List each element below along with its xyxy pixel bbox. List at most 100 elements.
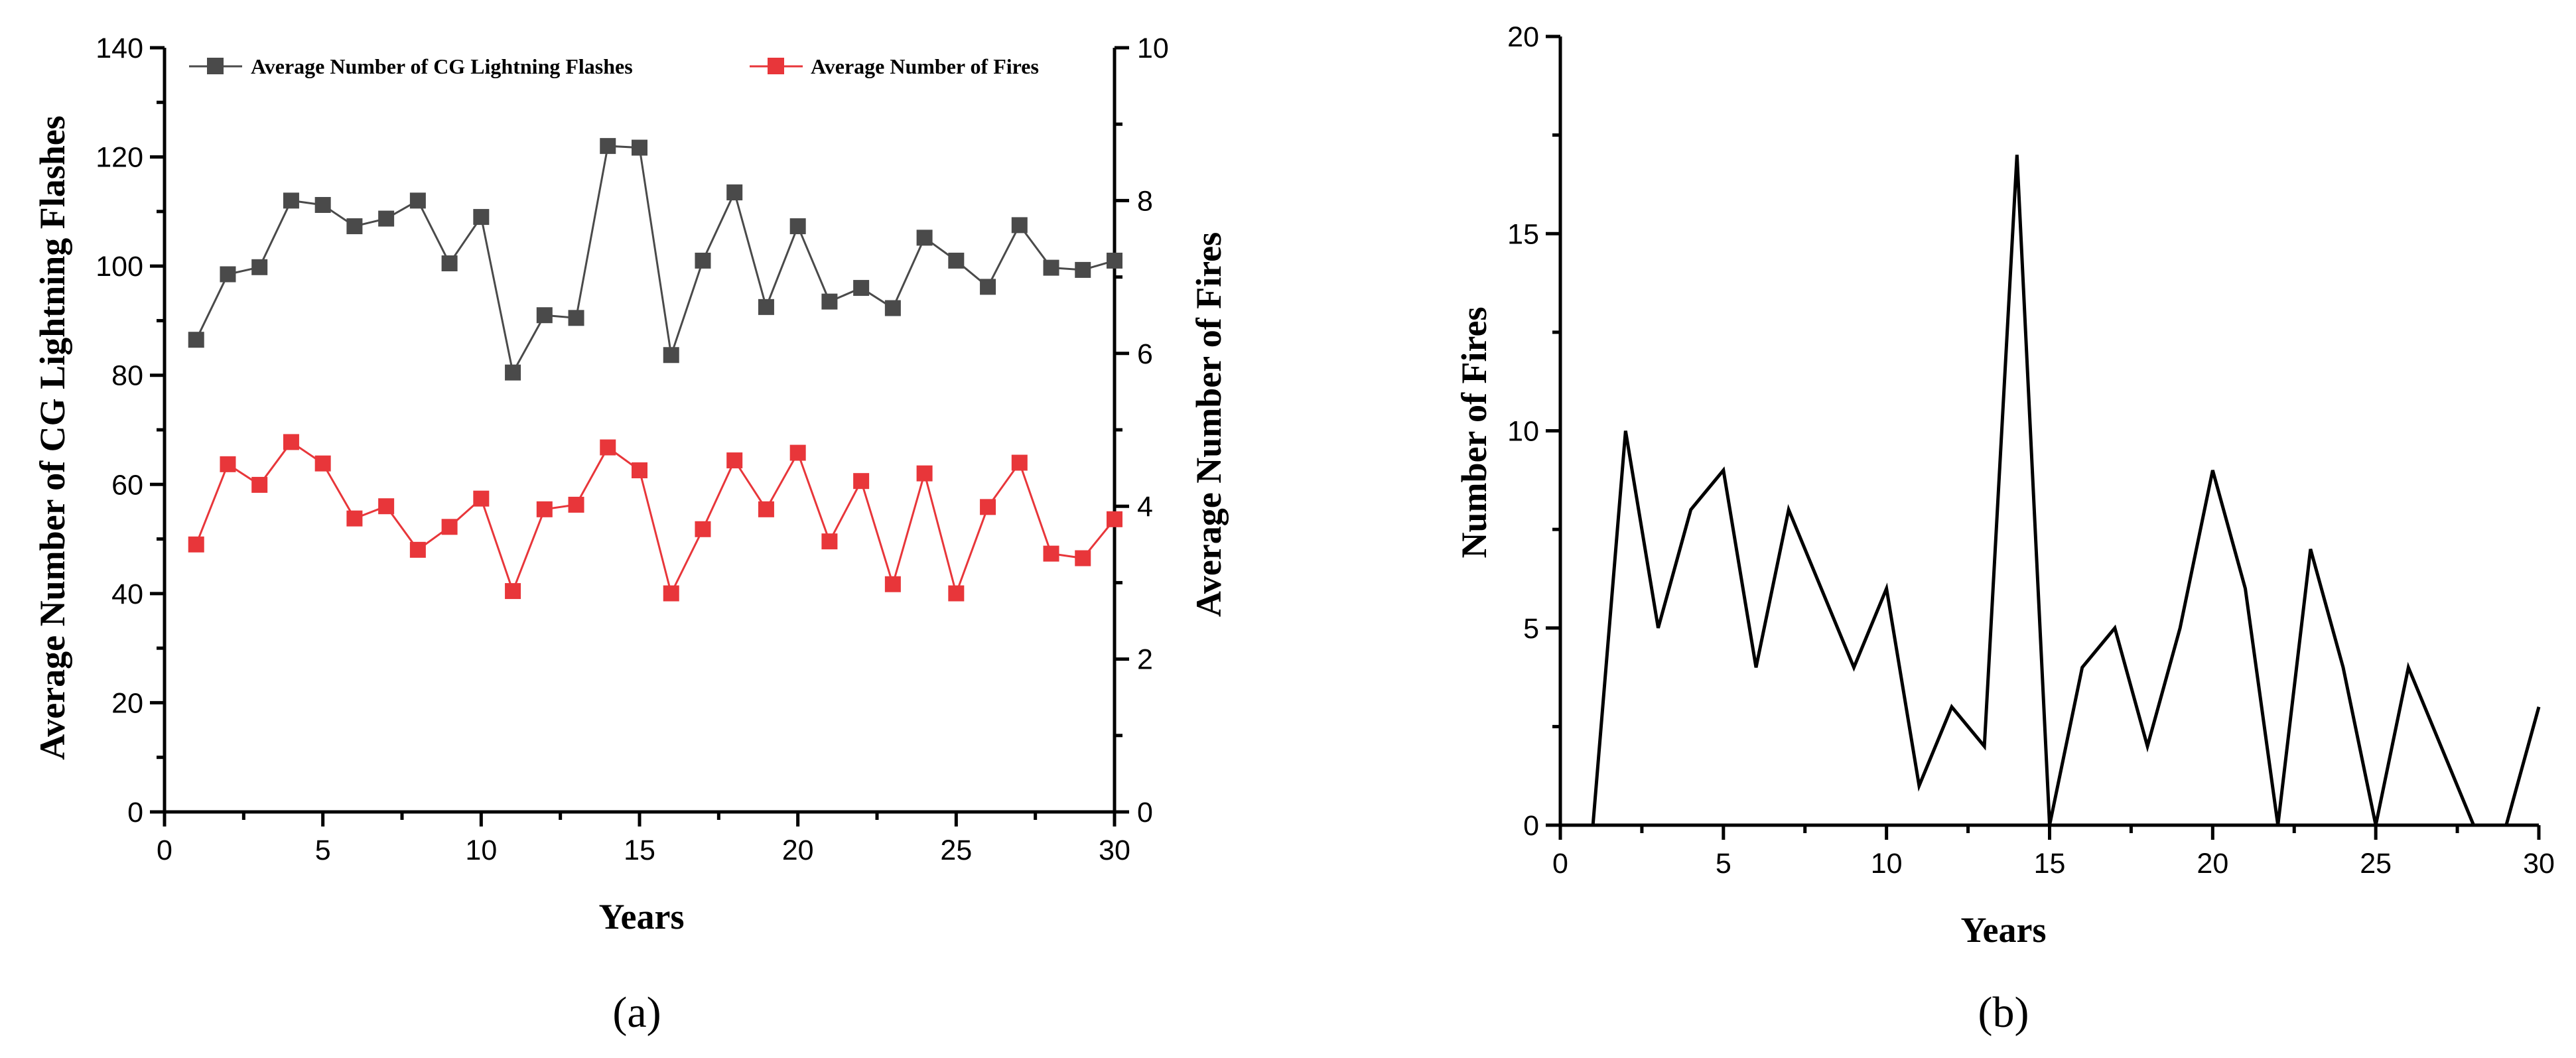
- chart-a-x-tick-label: 20: [782, 834, 814, 866]
- chart-a-left-tick-label: 20: [111, 687, 143, 719]
- data-point-flashes: [283, 192, 299, 209]
- data-point-flashes: [505, 364, 521, 381]
- data-point-flashes: [1043, 259, 1059, 276]
- data-point-fires: [188, 536, 204, 553]
- data-point-flashes: [220, 266, 236, 283]
- chart-a-right-tick-label: 2: [1137, 644, 1153, 676]
- chart-a-markers: [188, 138, 1122, 602]
- chart-b-y-axis-label: Number of Fires: [1454, 307, 1494, 559]
- chart-a-right-tick-label: 6: [1137, 338, 1153, 370]
- data-point-fires: [632, 462, 647, 479]
- chart-b-tick-labels: 0 5 10 15 20 25 30 0 5 10 15 20: [1507, 21, 2555, 880]
- data-point-flashes: [789, 218, 806, 235]
- chart-a-x-tick-label: 25: [940, 834, 972, 866]
- chart-a-x-tick-label: 15: [624, 834, 655, 866]
- data-point-flashes: [409, 192, 426, 209]
- chart-b-x-tick-label: 10: [1871, 848, 1903, 880]
- data-point-fires: [536, 501, 553, 517]
- chart-a-x-tick-label: 5: [315, 834, 331, 866]
- data-point-flashes: [853, 280, 870, 297]
- chart-a-left-tick-label: 120: [96, 142, 143, 174]
- legend-swatch-marker-fires: [768, 58, 784, 74]
- data-point-fires: [980, 499, 996, 515]
- data-point-flashes: [758, 298, 774, 315]
- series-line-number-of-fires: [1591, 155, 2541, 827]
- legend-label-fires: Average Number of Fires: [811, 54, 1039, 78]
- data-point-flashes: [441, 255, 458, 272]
- chart-a-left-tick-label: 0: [127, 797, 143, 828]
- chart-a-axes: [150, 46, 1129, 827]
- chart-b-x-axis-label: Years: [1961, 910, 2047, 950]
- data-point-fires: [663, 585, 679, 602]
- data-point-flashes: [632, 139, 647, 156]
- data-point-fires: [441, 519, 458, 535]
- data-point-fires: [568, 496, 584, 513]
- data-point-flashes: [568, 310, 584, 326]
- chart-a-right-tick-label: 0: [1137, 797, 1153, 828]
- data-point-fires: [853, 473, 870, 490]
- data-point-fires: [758, 501, 774, 517]
- data-point-fires: [1043, 545, 1059, 562]
- data-point-flashes: [663, 347, 679, 364]
- data-point-flashes: [884, 300, 901, 316]
- data-point-flashes: [980, 279, 996, 295]
- series-line-fires: [195, 440, 1116, 597]
- data-point-fires: [726, 452, 743, 469]
- chart-b-series-lines: [1591, 155, 2541, 827]
- chart-b-x-tick-label: 0: [1552, 848, 1568, 880]
- data-point-fires: [695, 521, 711, 537]
- chart-a-left-tick-label: 100: [96, 251, 143, 283]
- chart-b: 0 5 10 15 20 25 30 0 5 10 15 20 Years Number of Fir…: [1454, 21, 2555, 1037]
- data-point-fires: [220, 456, 236, 472]
- legend-swatch-marker-flashes: [207, 58, 224, 74]
- legend-label-flashes: Average Number of CG Lightning Flashes: [251, 54, 633, 78]
- data-point-fires: [948, 585, 965, 602]
- data-point-fires: [1107, 511, 1122, 527]
- data-point-flashes: [1011, 217, 1028, 233]
- chart-a-left-tick-label: 40: [111, 578, 143, 610]
- data-point-fires: [346, 510, 363, 527]
- chart-b-x-tick-label: 5: [1716, 848, 1731, 880]
- chart-b-y-tick-label: 0: [1523, 810, 1539, 842]
- data-point-flashes: [1075, 261, 1091, 278]
- data-point-flashes: [473, 209, 490, 226]
- data-point-fires: [378, 498, 395, 515]
- panel-label-b: (b): [1978, 988, 2029, 1037]
- data-point-flashes: [188, 332, 204, 348]
- data-point-flashes: [536, 307, 553, 324]
- chart-a-x-axis-label: Years: [599, 897, 685, 937]
- chart-b-x-tick-label: 25: [2360, 848, 2392, 880]
- data-point-fires: [1011, 454, 1028, 471]
- data-point-flashes: [1107, 252, 1122, 269]
- data-point-flashes: [346, 218, 363, 235]
- chart-a-right-tick-label: 4: [1137, 491, 1153, 523]
- chart-b-x-tick-label: 15: [2034, 848, 2066, 880]
- data-point-flashes: [600, 138, 616, 155]
- chart-a-series-lines: [195, 145, 1116, 597]
- chart-b-axes: [1546, 34, 2541, 840]
- data-point-flashes: [916, 230, 933, 246]
- chart-b-y-tick-label: 10: [1507, 416, 1539, 448]
- series-line-flashes: [195, 145, 1115, 375]
- data-point-flashes: [948, 252, 965, 269]
- data-point-fires: [409, 541, 426, 558]
- chart-a-x-tick-label: 0: [157, 834, 172, 866]
- chart-a-x-tick-label: 10: [465, 834, 497, 866]
- data-point-flashes: [695, 252, 711, 269]
- chart-a-left-tick-label: 140: [96, 33, 143, 64]
- chart-b-x-tick-label: 30: [2523, 848, 2555, 880]
- data-point-fires: [1075, 550, 1091, 566]
- data-point-fires: [916, 465, 933, 482]
- chart-a-legend: Average Number of CG Lightning Flashes A…: [189, 54, 1039, 78]
- chart-b-x-tick-label: 20: [2197, 848, 2228, 880]
- data-point-fires: [314, 455, 331, 472]
- data-point-fires: [473, 490, 490, 507]
- chart-a-right-tick-label: 10: [1137, 33, 1169, 64]
- data-point-flashes: [726, 184, 743, 201]
- data-point-fires: [283, 434, 299, 450]
- data-point-flashes: [314, 196, 331, 213]
- chart-a-right-axis-label: Average Number of Fires: [1189, 232, 1229, 617]
